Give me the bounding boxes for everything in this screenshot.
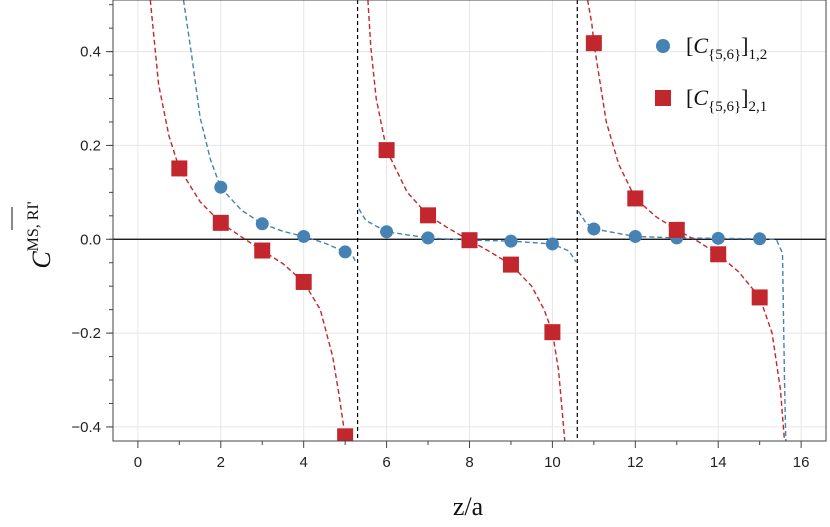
data-point-square (254, 242, 271, 259)
x-tick-label: 8 (465, 454, 473, 471)
legend-marker-square (655, 90, 671, 106)
data-point-square (544, 324, 561, 341)
x-tick-label: 10 (544, 454, 561, 471)
legend: [C{5,6}]1,2[C{5,6}]2,1 (655, 33, 767, 115)
data-point-square (585, 35, 602, 52)
vertical-dashed-lines (356, 0, 578, 441)
legend-label-symbol: C (693, 85, 708, 110)
y-tick-label: −0.2 (71, 325, 101, 342)
data-point-square (420, 207, 437, 224)
data-point-square (461, 232, 478, 249)
axis-ticks: 0 2 4 6 8 10 12 14 16 −0.4 −0.2 0.0 0.2 0.4 (71, 4, 810, 471)
legend-label-symbol: C (693, 33, 708, 58)
data-point-circle (214, 180, 228, 194)
data-point-circle (587, 222, 601, 236)
data-point-square (212, 214, 229, 231)
y-tick-label: 0.4 (80, 44, 101, 61)
data-point-circle (628, 229, 642, 243)
y-axis-title: CMS, RI' (11, 201, 56, 269)
y-axis-title-base: C (27, 251, 56, 269)
data-point-square (295, 273, 312, 290)
x-tick-label: 14 (710, 454, 727, 471)
data-point-circle (421, 231, 435, 245)
legend-label-base: [ (686, 33, 693, 58)
data-point-square (378, 142, 395, 159)
data-point-circle (504, 234, 518, 248)
legend-label-close: ] (741, 85, 748, 110)
legend-label-close: ] (741, 33, 748, 58)
data-points (171, 35, 768, 441)
data-point-square (502, 256, 519, 273)
y-tick-label: −0.4 (71, 419, 101, 436)
data-point-square (337, 428, 354, 441)
data-point-square (627, 190, 644, 207)
legend-label: [C{5,6}]1,2 (686, 33, 767, 63)
data-point-square (171, 160, 188, 177)
legend-marker-circle (656, 39, 670, 53)
data-point-square (668, 221, 685, 238)
data-point-circle (753, 232, 767, 246)
data-point-square (751, 289, 768, 306)
legend-label: [C{5,6}]2,1 (686, 85, 767, 115)
x-axis-title: z/a (453, 492, 484, 521)
legend-label-base: [ (686, 85, 693, 110)
x-tick-label: 6 (382, 454, 390, 471)
legend-label-sub1: {5,6} (708, 47, 741, 63)
grid (113, 0, 826, 441)
data-point-circle (297, 229, 311, 243)
data-point-circle (545, 237, 559, 251)
svg-text:CMS, RI': CMS, RI' (25, 201, 56, 268)
x-tick-label: 2 (217, 454, 225, 471)
data-point-circle (380, 225, 394, 239)
data-point-square (710, 246, 727, 263)
legend-label-sub2: 2,1 (749, 99, 768, 115)
x-tick-label: 12 (627, 454, 644, 471)
y-tick-label: 0.2 (80, 137, 101, 154)
fit-curve-segment (367, 0, 566, 441)
x-tick-label: 16 (793, 454, 810, 471)
data-point-circle (255, 217, 269, 231)
y-tick-label: 0.0 (80, 231, 101, 248)
data-point-circle (338, 245, 352, 259)
legend-label-sub2: 1,2 (749, 47, 768, 63)
x-tick-label: 4 (300, 454, 308, 471)
y-axis-title-superscript: MS, RI' (25, 201, 42, 251)
legend-label-sub1: {5,6} (708, 99, 741, 115)
data-point-circle (711, 231, 725, 245)
x-tick-label: 0 (134, 454, 142, 471)
